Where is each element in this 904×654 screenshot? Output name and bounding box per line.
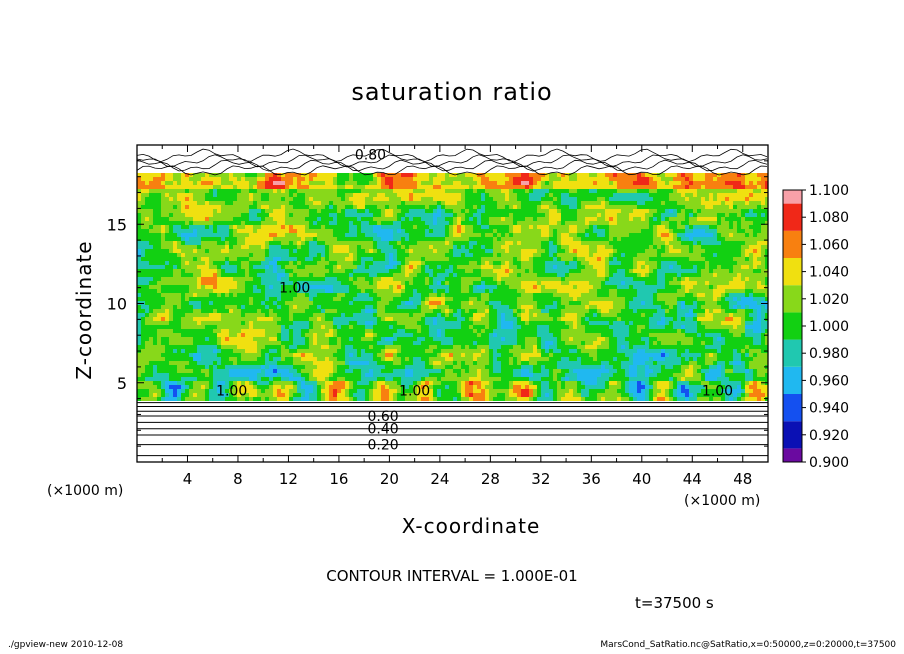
contour-interval-text: CONTOUR INTERVAL = 1.000E-01 [326,567,578,585]
x-tick-label: 24 [430,470,449,488]
x-tick-label: 12 [279,470,298,488]
colorbar-swatch [783,312,802,340]
colorbar-swatch [783,448,802,462]
x-tick-label: 16 [329,470,348,488]
colorbar-swatch [783,366,802,394]
colorbar-swatch [783,394,802,422]
contour-label: 1.00 [702,384,733,400]
y-axis-label: Z-coordinate [72,240,96,380]
colorbar-swatch [783,285,802,313]
colorbar-tick-label: 1.020 [809,292,849,308]
colorbar-tick-label: 1.080 [809,210,849,226]
colorbar-tick-label: 1.040 [809,265,849,281]
chart-title: saturation ratio [351,78,553,106]
contour-label: 0.40 [368,422,399,438]
x-tick-label: 32 [531,470,550,488]
contour-label: 1.00 [399,384,430,400]
x-axis-label: X-coordinate [401,514,541,538]
x-tick-label: 20 [380,470,399,488]
colorbar-swatch [783,190,802,204]
footer-command: ./gpview-new 2010-12-08 [8,640,124,650]
contour-label: 1.00 [216,384,247,400]
x-tick-label: 44 [683,470,702,488]
y-tick-label: 15 [107,215,127,234]
contour-label: 0.20 [368,438,399,454]
x-tick-label: 36 [582,470,601,488]
colorbar-swatch [783,230,802,258]
colorbar-tick-label: 0.940 [809,401,849,417]
colorbar-tick-label: 1.060 [809,237,849,253]
contour-label: 1.00 [279,281,310,297]
contour-label: 0.60 [368,409,399,425]
x-tick-label: 4 [183,470,193,488]
contour-label: 0.80 [355,148,386,164]
colorbar-tick-label: 0.980 [809,346,849,362]
colorbar-tick-label: 0.900 [809,455,849,471]
colorbar-swatch [783,203,802,231]
contour-lines: 0.200.400.60 0.80 1.00 1.00 1.00 1.00 [137,148,768,457]
y-tick-label: 10 [107,295,127,314]
colorbar-tick-label: 0.960 [809,373,849,389]
colorbar-tick-label: 0.920 [809,428,849,444]
colorbar-swatch [783,421,802,449]
x-tick-label: 28 [481,470,500,488]
x-tick-label: 48 [733,470,752,488]
x-tick-label: 8 [233,470,243,488]
x-unit-label: (×1000 m) [684,493,761,509]
colorbar-swatch [783,339,802,367]
footer-source: MarsCond_SatRatio.nc@SatRatio,x=0:50000,… [600,640,896,650]
x-tick-label: 40 [632,470,651,488]
colorbar-swatch [783,258,802,286]
colorbar-tick-label: 1.100 [809,183,849,199]
y-tick-label: 5 [117,374,127,393]
colorbar-tick-label: 1.000 [809,319,849,335]
colorbar: 0.900 0.920 0.940 0.960 0.980 1.000 1.020 1.040… [782,183,849,471]
z-unit-label: (×1000 m) [47,483,124,499]
time-text: t=37500 s [635,594,714,612]
saturation-field [137,173,768,401]
